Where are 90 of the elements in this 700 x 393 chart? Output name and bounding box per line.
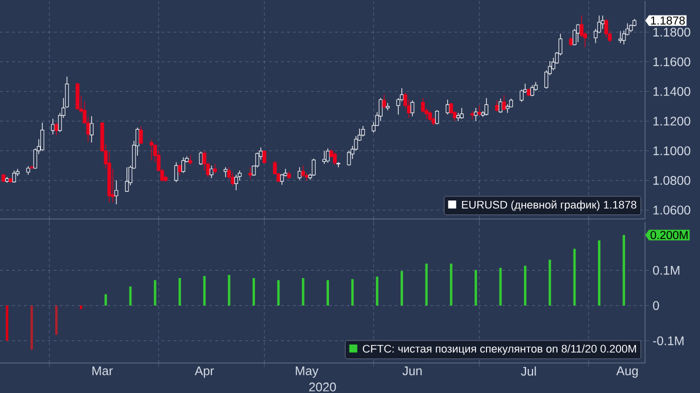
bar (154, 280, 156, 306)
candlestick (530, 84, 534, 97)
bar (129, 286, 132, 306)
candlestick (125, 166, 129, 192)
x-tick-label: Mar (92, 366, 113, 376)
bar (178, 278, 181, 306)
bar (30, 306, 33, 350)
candlestick (361, 126, 365, 137)
bar (450, 264, 452, 306)
candlestick (410, 100, 414, 117)
candlestick (446, 99, 450, 115)
candlestick (213, 164, 217, 174)
bar (302, 278, 304, 306)
bar (598, 240, 600, 306)
candlestick (188, 154, 192, 166)
candlestick (312, 158, 316, 176)
candlestick (326, 148, 330, 163)
candlestick (618, 30, 622, 44)
candlestick (474, 108, 478, 122)
bar (474, 270, 478, 306)
candlestick (569, 36, 573, 47)
candlestick (114, 180, 118, 205)
bar (548, 260, 552, 306)
candlestick (224, 166, 228, 178)
candlestick (460, 108, 464, 120)
candlestick (428, 110, 432, 122)
candlestick (12, 170, 16, 184)
y-tick-label: 1.0600 (653, 206, 690, 215)
bar (104, 294, 107, 306)
text: 1.1878 (651, 16, 685, 25)
candlestick (502, 94, 506, 110)
bar (55, 306, 58, 335)
x-tick-label: Jul (520, 366, 536, 376)
candlestick (199, 151, 203, 166)
bar (326, 280, 329, 306)
bar (228, 274, 230, 306)
legend-label: CFTC: чистая позиция спекулянтов on 8/11/20 0.200M (362, 344, 636, 355)
bar (80, 306, 82, 310)
candlestick (181, 156, 186, 174)
candlestick (495, 100, 499, 112)
candlestick (604, 18, 608, 38)
candlestick (40, 122, 44, 152)
bar (6, 306, 8, 341)
bar (622, 235, 626, 306)
candlestick (600, 15, 605, 30)
bar (277, 280, 280, 306)
y-tick-label: 1.0800 (653, 176, 690, 185)
candlestick (576, 23, 580, 42)
candlestick (298, 166, 302, 180)
candlestick (262, 150, 266, 164)
candlestick (210, 165, 214, 178)
y-tick-label: 0.1M (653, 266, 680, 275)
y-tick-label: 1.1200 (653, 116, 690, 126)
text: 0.200M (650, 230, 688, 240)
candlestick (435, 110, 439, 125)
candlestick (50, 118, 55, 135)
bar (400, 270, 404, 306)
candlestick (90, 116, 94, 143)
candlestick (332, 152, 337, 166)
bar (376, 276, 378, 306)
candlestick (301, 165, 306, 178)
candlestick (150, 138, 154, 161)
y-tick-label: 1.1000 (653, 146, 690, 156)
candlestick (477, 105, 482, 116)
candlestick (382, 94, 386, 110)
bar (203, 276, 206, 306)
candlestick (347, 150, 351, 166)
candlestick (178, 164, 182, 176)
y-tick-label: -0.1M (653, 336, 684, 346)
candlestick (139, 126, 143, 144)
x-tick-label: Jun (402, 366, 422, 376)
x-tick-label: Apr (194, 366, 214, 378)
candlestick (322, 150, 326, 164)
candlestick (248, 166, 252, 180)
bar (524, 266, 526, 306)
x-axis-title: 2020 (309, 382, 336, 392)
bar (252, 278, 255, 306)
candlestick (54, 122, 58, 136)
candlestick (280, 173, 284, 186)
candlestick (498, 98, 502, 114)
y-tick-label: 0 (653, 301, 659, 310)
y-tick-label: 1.1600 (653, 57, 690, 66)
legend-label: EURUSD (дневной график) 1.1878 (462, 200, 636, 211)
candlestick (484, 98, 488, 116)
y-tick-label: 1.1400 (653, 87, 690, 96)
candlestick (234, 174, 238, 191)
candlestick (174, 162, 178, 182)
x-tick-label: May (296, 366, 318, 378)
y-tick-label: 1.1800 (653, 28, 690, 37)
x-tick-label: Aug (616, 366, 638, 378)
